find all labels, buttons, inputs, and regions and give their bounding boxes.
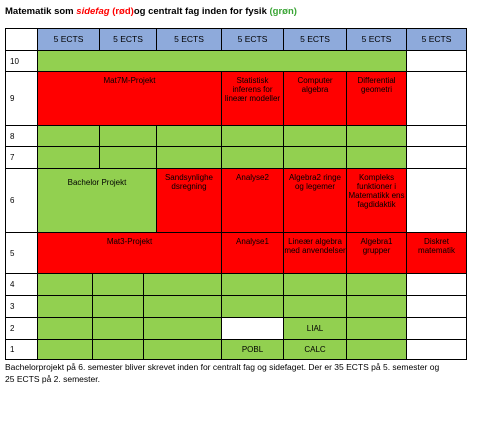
row-label: 10 bbox=[5, 50, 38, 72]
empty-cell bbox=[406, 295, 467, 318]
page-title: Matematik som sidefag (rød)og centralt f… bbox=[5, 6, 297, 17]
green-cell bbox=[156, 125, 222, 147]
green-cell bbox=[37, 273, 93, 296]
course-cell: LIAL bbox=[283, 317, 347, 340]
empty-cell bbox=[406, 273, 467, 296]
green-cell bbox=[283, 273, 347, 296]
course-cell: Algebra2 ringe og legemer bbox=[283, 168, 347, 233]
course-cell: Analyse1 bbox=[221, 232, 284, 274]
course-cell: Diskret matematik bbox=[406, 232, 467, 274]
course-cell: Mat7M-Projekt bbox=[37, 71, 222, 126]
green-cell bbox=[346, 125, 407, 147]
header-corner bbox=[5, 28, 38, 51]
course-cell: Lineær algebra med anvendelser bbox=[283, 232, 347, 274]
green-cell bbox=[156, 146, 222, 169]
green-cell bbox=[37, 146, 100, 169]
green-cell bbox=[221, 146, 284, 169]
green-cell bbox=[143, 273, 222, 296]
row-label: 1 bbox=[5, 339, 38, 360]
header-ects: 5 ECTS bbox=[156, 28, 222, 51]
empty-cell bbox=[406, 71, 467, 126]
green-cell bbox=[283, 295, 347, 318]
green-cell bbox=[92, 339, 144, 360]
green-cell bbox=[283, 125, 347, 147]
course-cell: Kompleks funktioner i Matematikk ens fag… bbox=[346, 168, 407, 233]
green-cell bbox=[37, 125, 100, 147]
course-cell: Algebra1 grupper bbox=[346, 232, 407, 274]
row-label: 5 bbox=[5, 232, 38, 274]
row-label: 8 bbox=[5, 125, 38, 147]
green-cell bbox=[221, 125, 284, 147]
empty-cell bbox=[406, 146, 467, 169]
green-cell bbox=[283, 146, 347, 169]
course-cell: Statistisk inferens for lineær modeller bbox=[221, 71, 284, 126]
green-cell bbox=[346, 273, 407, 296]
header-ects: 5 ECTS bbox=[406, 28, 467, 51]
header-ects: 5 ECTS bbox=[283, 28, 347, 51]
green-cell bbox=[92, 273, 144, 296]
green-cell bbox=[92, 295, 144, 318]
row-label: 7 bbox=[5, 146, 38, 169]
green-cell bbox=[99, 146, 157, 169]
green-cell bbox=[346, 339, 407, 360]
green-cell bbox=[221, 273, 284, 296]
green-cell bbox=[143, 339, 222, 360]
row-label: 4 bbox=[5, 273, 38, 296]
green-cell bbox=[346, 317, 407, 340]
empty-cell bbox=[221, 317, 284, 340]
row-label: 3 bbox=[5, 295, 38, 318]
empty-cell bbox=[406, 125, 467, 147]
course-cell: Differential geometri bbox=[346, 71, 407, 126]
green-cell bbox=[221, 295, 284, 318]
empty-cell bbox=[406, 168, 467, 233]
course-cell: Bachelor Projekt bbox=[37, 168, 157, 233]
header-ects: 5 ECTS bbox=[221, 28, 284, 51]
green-cell bbox=[92, 317, 144, 340]
green-cell bbox=[143, 295, 222, 318]
green-cell bbox=[346, 295, 407, 318]
row-label: 9 bbox=[5, 71, 38, 126]
header-ects: 5 ECTS bbox=[37, 28, 100, 51]
course-cell: Analyse2 bbox=[221, 168, 284, 233]
empty-cell bbox=[406, 50, 467, 72]
header-ects: 5 ECTS bbox=[346, 28, 407, 51]
green-cell bbox=[37, 339, 93, 360]
green-cell bbox=[346, 146, 407, 169]
course-cell: Mat3-Projekt bbox=[37, 232, 222, 274]
green-cell bbox=[37, 295, 93, 318]
empty-cell bbox=[406, 317, 467, 340]
row-label: 2 bbox=[5, 317, 38, 340]
course-cell: CALC bbox=[283, 339, 347, 360]
green-cell bbox=[143, 317, 222, 340]
footnote: Bachelorprojekt på 6. semester bliver sk… bbox=[5, 362, 440, 384]
empty-cell bbox=[406, 339, 467, 360]
course-cell: Sandsynlighe dsregning bbox=[156, 168, 222, 233]
green-block bbox=[37, 50, 407, 72]
green-cell bbox=[37, 317, 93, 340]
course-cell: POBL bbox=[221, 339, 284, 360]
header-ects: 5 ECTS bbox=[99, 28, 157, 51]
row-label: 6 bbox=[5, 168, 38, 233]
course-cell: Computer algebra bbox=[283, 71, 347, 126]
green-cell bbox=[99, 125, 157, 147]
